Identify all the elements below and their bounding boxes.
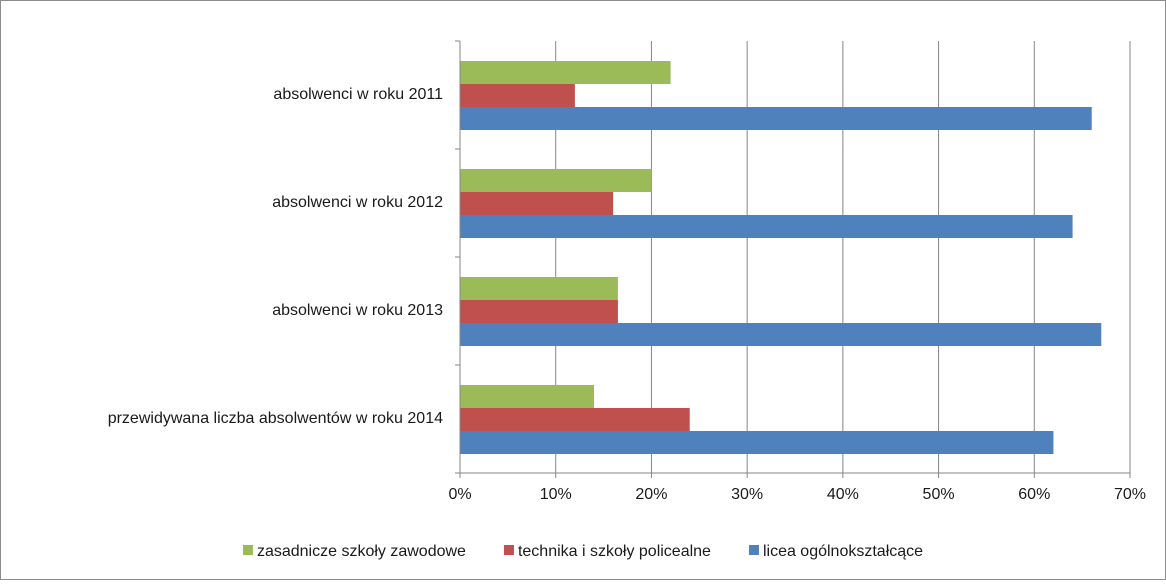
- x-tick-label: 20%: [635, 486, 667, 503]
- x-tick-label: 70%: [1114, 486, 1146, 503]
- bar-layer: [460, 61, 1102, 454]
- bar: [460, 277, 618, 300]
- x-tick-label: 30%: [731, 486, 763, 503]
- bar: [460, 84, 575, 107]
- category-label: absolwenci w roku 2012: [272, 194, 443, 211]
- bar: [460, 300, 618, 323]
- x-tick-label: 0%: [448, 486, 471, 503]
- bar: [460, 323, 1102, 346]
- axis-layer: [455, 40, 1131, 478]
- legend-label: zasadnicze szkoły zawodowe: [257, 543, 466, 560]
- bar: [460, 431, 1054, 454]
- legend-swatch: [748, 545, 759, 555]
- x-tick-label: 10%: [540, 486, 572, 503]
- legend-swatch: [503, 545, 514, 555]
- legend-label: licea ogólnokształcące: [763, 543, 923, 560]
- x-tick-label: 50%: [923, 486, 955, 503]
- category-label: absolwenci w roku 2011: [273, 86, 443, 103]
- x-tick-label: 60%: [1018, 486, 1050, 503]
- bar: [460, 107, 1092, 130]
- bar: [460, 169, 652, 192]
- category-label: absolwenci w roku 2013: [272, 302, 443, 319]
- bar: [460, 61, 671, 84]
- label-layer: 0% 10% 20% 30% 40% 50% 60% 70% absolwenci w roku…: [108, 86, 1146, 503]
- legend: zasadnicze szkoły zawodowe technika i szk…: [242, 543, 923, 560]
- bar: [460, 215, 1073, 238]
- legend-label: technika i szkoły policealne: [518, 543, 711, 560]
- x-tick-label: 40%: [827, 486, 859, 503]
- category-label: przewidywana liczba absolwentów w roku 2…: [108, 410, 443, 427]
- legend-swatch: [242, 545, 253, 555]
- bar: [460, 192, 614, 215]
- bar: [460, 385, 594, 408]
- bar: [460, 408, 690, 431]
